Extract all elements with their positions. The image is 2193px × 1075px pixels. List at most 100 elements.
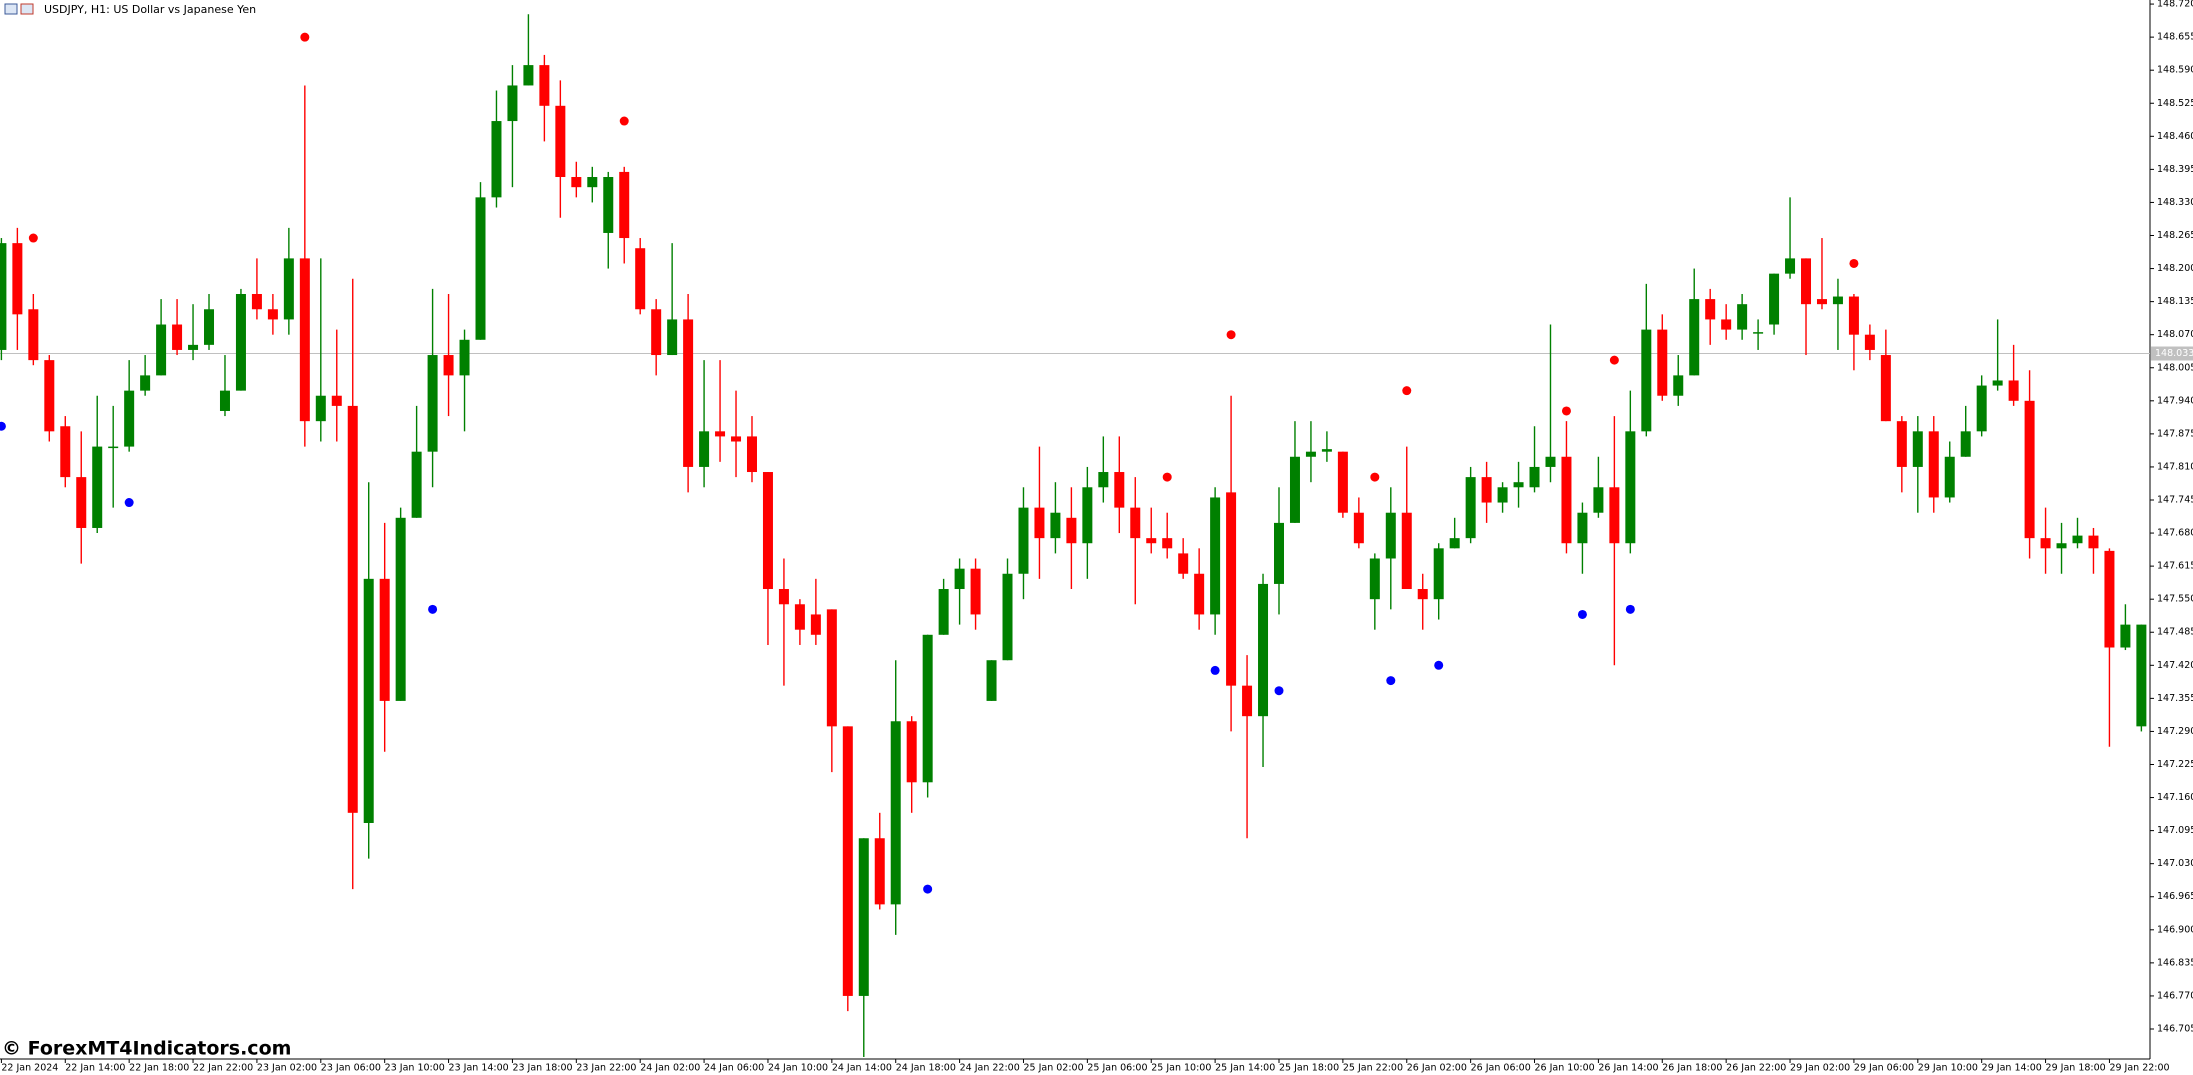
candle-body xyxy=(140,375,151,391)
candle-body xyxy=(683,319,694,467)
candle-body xyxy=(810,614,821,635)
candle-body xyxy=(427,355,438,452)
y-tick-label: 147.940 xyxy=(2157,395,2193,406)
candle-body xyxy=(715,431,726,437)
signal-dot xyxy=(1370,472,1380,482)
x-tick-label: 22 Jan 2024 xyxy=(1,1063,58,1074)
candle-body xyxy=(858,838,869,996)
candle-body xyxy=(459,339,470,376)
y-tick-label: 147.875 xyxy=(2157,428,2193,439)
candle-body xyxy=(1242,685,1253,717)
x-tick-label: 23 Jan 22:00 xyxy=(576,1063,636,1074)
x-tick-label: 29 Jan 02:00 xyxy=(1790,1063,1850,1074)
x-tick-label: 24 Jan 06:00 xyxy=(704,1063,764,1074)
signal-dot xyxy=(1402,386,1412,396)
candle-body xyxy=(1337,451,1348,513)
signal-dot xyxy=(1609,355,1619,365)
x-tick-label: 24 Jan 14:00 xyxy=(832,1063,892,1074)
candle-body xyxy=(762,472,773,590)
x-tick-label: 25 Jan 14:00 xyxy=(1215,1063,1275,1074)
candle-body xyxy=(1513,482,1524,488)
candle-body xyxy=(1321,449,1332,452)
candle-body xyxy=(890,721,901,905)
icon xyxy=(20,3,34,15)
candle-body xyxy=(1545,456,1556,467)
candle-body xyxy=(347,405,358,813)
x-tick-label: 25 Jan 06:00 xyxy=(1087,1063,1147,1074)
candle-body xyxy=(1864,334,1875,350)
x-tick-label: 23 Jan 06:00 xyxy=(321,1063,381,1074)
y-tick-label: 148.720 xyxy=(2157,0,2193,10)
candle-body xyxy=(491,121,502,198)
candle-body xyxy=(954,568,965,590)
x-tick-label: 29 Jan 22:00 xyxy=(2109,1063,2169,1074)
y-tick-label: 147.420 xyxy=(2157,660,2193,671)
candle-body xyxy=(235,293,246,391)
candle-body xyxy=(1992,380,2003,386)
candle-body xyxy=(1753,332,1764,334)
candle-body xyxy=(1625,431,1636,544)
y-tick-label: 148.070 xyxy=(2157,329,2193,340)
x-tick-label: 23 Jan 14:00 xyxy=(449,1063,509,1074)
candle-body xyxy=(970,568,981,615)
candle-body xyxy=(1050,512,1061,539)
candle-body xyxy=(1912,431,1923,467)
candle-body xyxy=(1481,477,1492,503)
x-tick-label: 24 Jan 02:00 xyxy=(640,1063,700,1074)
candle-body xyxy=(906,721,917,783)
signal-dot xyxy=(0,421,6,431)
candle-body xyxy=(826,609,837,727)
candle-body xyxy=(92,446,103,528)
candle-body xyxy=(251,293,262,310)
x-tick-label: 25 Jan 10:00 xyxy=(1151,1063,1211,1074)
signal-dot xyxy=(1226,330,1236,340)
signal-dot xyxy=(1162,472,1172,482)
y-tick-label: 146.705 xyxy=(2157,1023,2193,1034)
candle-body xyxy=(1737,304,1748,330)
candle-body xyxy=(1130,507,1141,539)
candle-body xyxy=(60,426,71,478)
y-tick-label: 147.680 xyxy=(2157,528,2193,539)
current-price-box xyxy=(2151,346,2193,361)
y-tick-label: 148.135 xyxy=(2157,296,2193,307)
y-tick-label: 147.095 xyxy=(2157,825,2193,836)
signal-dot xyxy=(1386,676,1396,686)
candle-body xyxy=(2040,538,2051,549)
candle-body xyxy=(2104,550,2115,648)
symbol-icons xyxy=(4,3,34,15)
candle-body xyxy=(1162,538,1173,549)
x-tick-label: 29 Jan 14:00 xyxy=(1982,1063,2042,1074)
candle-body xyxy=(124,390,135,447)
x-tick-label: 26 Jan 06:00 xyxy=(1471,1063,1531,1074)
signal-dot xyxy=(1849,258,1859,268)
candle-body xyxy=(1689,299,1700,376)
candle-body xyxy=(2024,400,2035,539)
candle-body xyxy=(108,446,119,449)
signal-dot xyxy=(1625,604,1635,614)
candle-body xyxy=(44,360,55,432)
candle-body xyxy=(1226,492,1237,686)
signal-dot xyxy=(1561,406,1571,416)
signal-dot xyxy=(1210,665,1220,675)
signal-dot xyxy=(1274,686,1284,696)
candle-body xyxy=(1066,517,1077,544)
candle-body xyxy=(874,838,885,905)
icon xyxy=(4,3,18,15)
candle-body xyxy=(1353,512,1364,544)
y-tick-label: 148.590 xyxy=(2157,65,2193,76)
candle-body xyxy=(1721,319,1732,330)
candle-body xyxy=(1769,273,1780,325)
x-tick-label: 25 Jan 18:00 xyxy=(1279,1063,1339,1074)
candle-body xyxy=(204,309,215,345)
candle-body xyxy=(778,589,789,605)
candle-body xyxy=(1018,507,1029,574)
x-tick-label: 25 Jan 22:00 xyxy=(1343,1063,1403,1074)
candle-body xyxy=(986,660,997,701)
candle-body xyxy=(1194,573,1205,615)
candle-body xyxy=(1258,583,1269,717)
candle-body xyxy=(1848,296,1859,335)
candle-body xyxy=(28,309,39,361)
candle-body xyxy=(1593,487,1604,513)
candle-body xyxy=(1529,466,1540,488)
